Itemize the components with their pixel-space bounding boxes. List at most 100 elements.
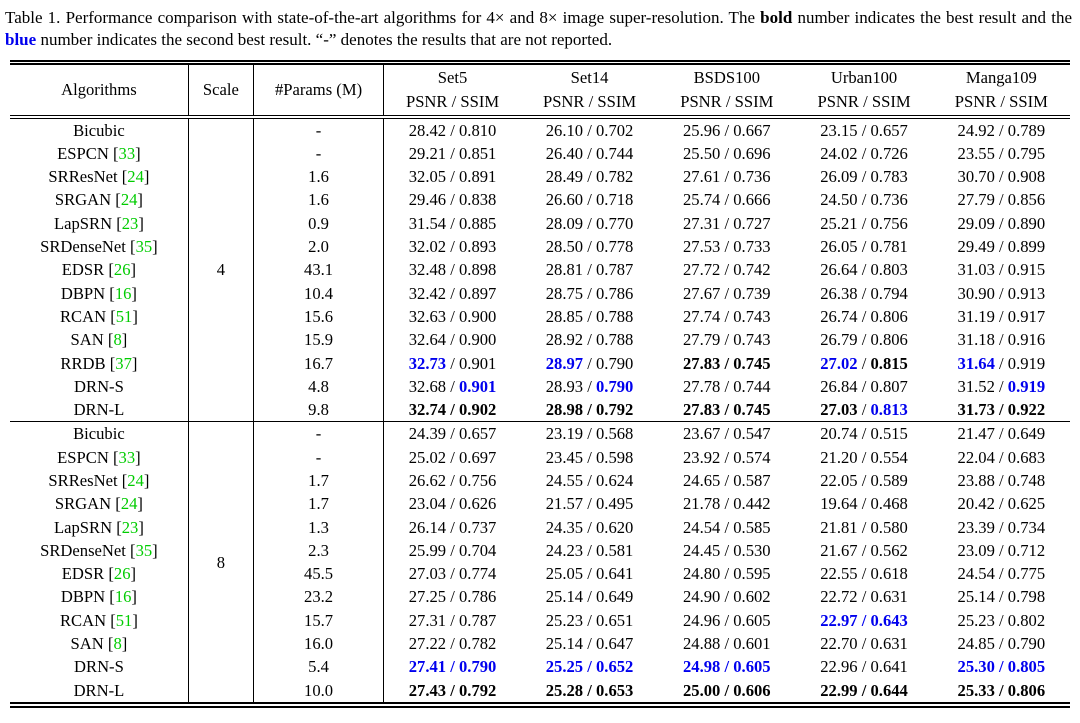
ssim-value: 0.442 [733,494,771,514]
cell-bsds100: 27.79 / 0.743 [658,328,795,351]
ssim-value: 0.667 [733,120,771,140]
separator: / [583,167,596,187]
separator: / [720,260,734,280]
ssim-value: 0.643 [870,610,908,630]
ssim-value: 0.922 [1007,400,1046,420]
ssim-value: 0.733 [733,237,771,257]
psnr-value: 26.62 [408,470,447,490]
cell-manga109: 24.54 / 0.775 [933,562,1070,585]
ssim-value: 0.748 [1007,470,1046,490]
separator: / [720,353,734,373]
cell-urban100: 22.96 / 0.641 [795,655,932,678]
ssim-value: 0.806 [1007,680,1046,700]
citation-number: 26 [113,260,131,280]
cell-manga109: 25.33 / 0.806 [933,679,1070,705]
ssim-value: 0.885 [459,213,497,233]
psnr-value: 25.14 [545,587,584,607]
separator: / [583,494,596,514]
psnr-value: 25.96 [682,120,721,140]
cell-set5: 27.31 / 0.787 [384,609,521,632]
separator: / [857,447,871,467]
cell-manga109: 25.14 / 0.798 [933,585,1070,608]
psnr-value: 24.98 [682,657,721,677]
cell-set14: 26.40 / 0.744 [521,142,658,165]
ssim-value: 0.790 [596,376,634,396]
table-row: Bicubic 8-24.39 / 0.657 23.19 / 0.568 23.67… [10,421,1070,705]
cell-set5: 32.64 / 0.900 [384,328,521,351]
col-header-scale: Scale [188,62,254,119]
cell-set5: 26.62 / 0.756 [384,469,521,492]
separator: / [446,424,459,444]
psnr-value: 21.67 [820,540,858,560]
psnr-value: 26.38 [820,283,858,303]
ssim-value: 0.601 [733,634,771,654]
psnr-value: 28.98 [545,400,584,420]
psnr-value: 28.97 [545,353,584,373]
citation-number: 51 [115,306,133,326]
citation-number: 26 [113,564,131,584]
psnr-value: 21.47 [957,424,995,444]
cell-params: 4.8 [253,374,385,399]
psnr-value: 21.57 [545,494,584,514]
separator: / [994,120,1008,140]
psnr-value: 23.04 [408,494,447,514]
cell-set14: 23.45 / 0.598 [521,446,658,469]
cell-algorithm: Bicubic [10,421,189,446]
ssim-value: 0.574 [733,447,771,467]
ssim-value: 0.790 [596,353,634,373]
dataset-name: Urban100 [830,67,898,87]
psnr-value: 25.23 [545,610,584,630]
psnr-value: 25.14 [545,634,584,654]
table-body: Bicubic 4-28.42 / 0.810 26.10 / 0.702 25.96… [10,116,1070,705]
algorithm-name: RCAN [59,306,107,326]
separator: / [994,330,1008,350]
separator: / [994,680,1008,700]
cell-set5: 32.74 / 0.902 [384,398,521,422]
cell-urban100: 26.84 / 0.807 [795,375,932,398]
ssim-value: 0.813 [870,400,908,420]
ssim-value: 0.547 [733,424,771,444]
psnr-value: 27.41 [408,657,447,677]
separator: / [720,190,734,210]
separator: / [857,470,871,490]
cell-bsds100: 24.45 / 0.530 [658,539,795,562]
cell-manga109: 25.30 / 0.805 [933,655,1070,678]
ssim-value: 0.851 [459,143,497,163]
cell-manga109: 31.64 / 0.919 [933,352,1070,375]
separator: / [583,634,596,654]
cell-algorithm: Bicubic [10,116,189,142]
cell-set14: 25.14 / 0.649 [521,585,658,608]
cell-bsds100: 27.53 / 0.733 [658,235,795,258]
cell-urban100: 21.81 / 0.580 [795,516,932,539]
separator: / [583,517,596,537]
cell-set14: 25.25 / 0.652 [521,655,658,678]
cell-params: 1.7 [253,468,385,493]
algorithm-name: SAN [70,634,104,654]
separator: / [857,260,871,280]
psnr-value: 22.04 [957,447,995,467]
separator: / [446,400,459,420]
psnr-value: 27.61 [682,167,721,187]
citation-number: 16 [114,283,132,303]
ssim-value: 0.625 [1007,494,1046,514]
psnr-value: 27.03 [408,564,447,584]
ssim-value: 0.908 [1007,167,1046,187]
table-row: RCAN [51] 15.6 32.63 / 0.900 28.85 / 0.788 2… [10,304,1070,329]
psnr-value: 26.79 [820,330,858,350]
cell-set14: 25.28 / 0.653 [521,679,658,705]
ssim-value: 0.736 [733,167,771,187]
separator: / [583,470,596,490]
cell-params: 10.4 [253,281,385,305]
cell-set14: 28.50 / 0.778 [521,235,658,258]
separator: / [583,587,596,607]
cell-set5: 32.05 / 0.891 [384,165,521,188]
cell-algorithm: ESPCN [33] [10,445,189,469]
ssim-value: 0.697 [459,447,497,467]
cell-bsds100: 27.61 / 0.736 [658,165,795,188]
ssim-value: 0.798 [1007,587,1046,607]
separator: / [720,657,734,677]
cell-set5: 24.39 / 0.657 [383,421,521,446]
cell-bsds100: 25.96 / 0.667 [658,117,795,142]
table-row: RCAN [51] 15.7 27.31 / 0.787 25.23 / 0.651 2… [10,608,1070,633]
cell-set5: 29.46 / 0.838 [384,188,521,211]
